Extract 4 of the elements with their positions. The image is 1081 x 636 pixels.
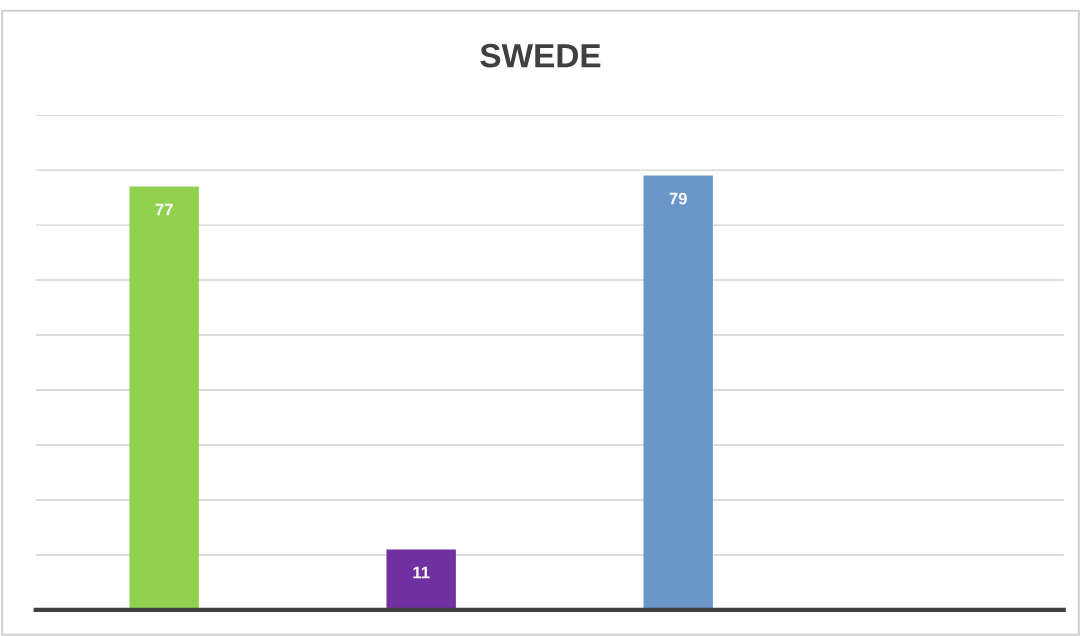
data-label: 11 — [413, 566, 430, 579]
data-label: 79 — [669, 192, 687, 205]
chart-title: SWEDE — [480, 43, 601, 68]
data-label: 77 — [155, 203, 173, 216]
